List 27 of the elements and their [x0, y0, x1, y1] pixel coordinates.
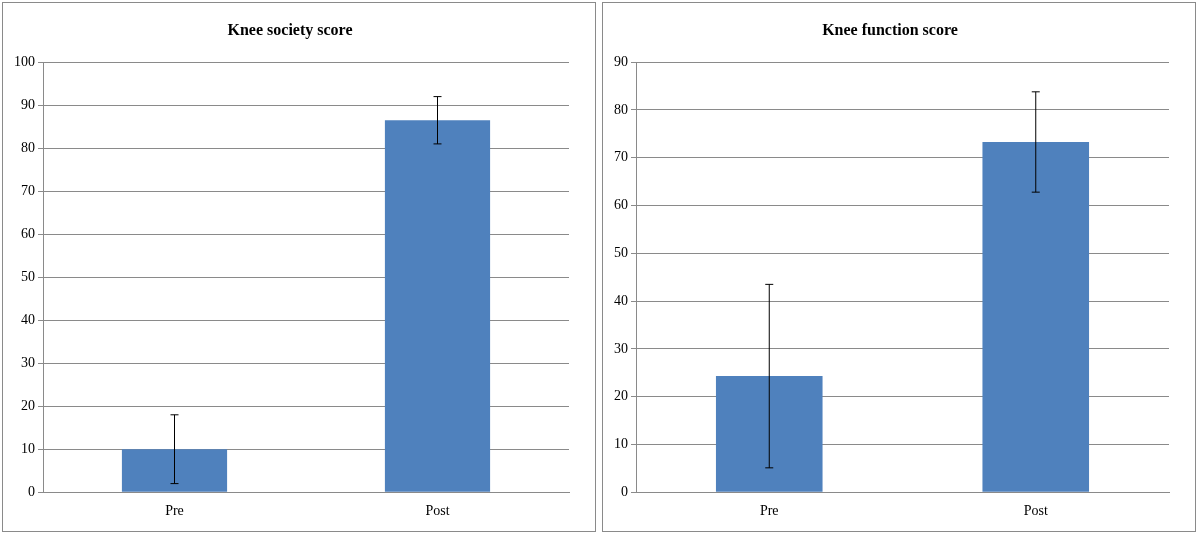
y-tick-label: 10 [614, 436, 628, 452]
y-tick-label: 20 [614, 388, 628, 404]
y-tick-label: 100 [14, 53, 35, 69]
y-tick-label: 90 [614, 53, 628, 69]
y-tick-label: 50 [614, 244, 628, 260]
y-tick-label: 0 [621, 483, 628, 499]
y-tick-label: 80 [21, 139, 35, 155]
x-tick-label: Pre [759, 503, 779, 519]
y-tick-label: 70 [614, 149, 628, 165]
y-tick-label: 10 [21, 440, 35, 456]
y-tick-label: 0 [28, 483, 35, 499]
y-tick-label: 30 [614, 340, 628, 356]
y-tick-label: 90 [21, 96, 35, 112]
x-tick-label: Pre [165, 503, 184, 519]
y-tick-label: 80 [614, 101, 628, 117]
chart-title: Knee society score [227, 20, 353, 39]
y-tick-label: 50 [21, 268, 35, 284]
x-tick-label: Post [1023, 503, 1048, 519]
y-tick-label: 40 [614, 292, 628, 308]
y-tick-label: 20 [21, 397, 35, 413]
y-tick-label: 30 [21, 354, 35, 370]
y-tick-label: 40 [21, 311, 35, 327]
y-tick-label: 60 [614, 197, 628, 213]
y-tick-label: 70 [21, 182, 35, 198]
y-tick-label: 60 [21, 225, 35, 241]
x-tick-label: Post [425, 503, 450, 519]
chart-title: Knee function score [822, 20, 958, 38]
